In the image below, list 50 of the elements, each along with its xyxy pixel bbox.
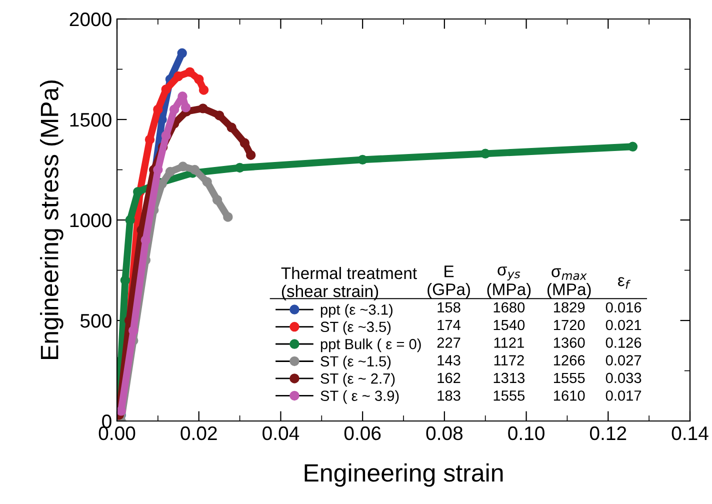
annotation: 183	[438, 390, 460, 401]
annotation: 1610	[554, 390, 585, 401]
y-axis-title: Engineering stress (MPa)	[40, 80, 64, 359]
annotation: 0.126	[606, 338, 642, 348]
annotation: 1121	[494, 338, 524, 348]
y-tick-label: 0	[102, 414, 112, 428]
annotation: E (GPa)	[428, 266, 470, 299]
x-tick-label: 0.14	[672, 426, 708, 440]
annotation: 1313	[494, 372, 525, 384]
annotation: ε$_{f}$	[618, 277, 631, 289]
annotation: 1555	[494, 390, 525, 401]
x-tick-label: 0.08	[426, 426, 463, 440]
annotation: σ$_{ys}$ (MPa)	[487, 266, 531, 299]
annotation: 158	[438, 302, 460, 313]
annotation: 0.017	[606, 390, 642, 401]
annotation: 1360	[554, 338, 585, 348]
y-tick-label: 500	[80, 314, 112, 328]
annotation: 162	[438, 372, 460, 384]
x-tick-label: 0.04	[262, 426, 300, 440]
annotation: 1172	[494, 355, 524, 366]
annotation: 0.033	[606, 372, 642, 384]
x-tick-label: 0.00	[98, 426, 136, 440]
legend-label: ST (ε ~ 2.7)	[320, 373, 395, 387]
x-tick-label: 0.02	[180, 426, 217, 440]
annotation: 1720	[554, 320, 585, 330]
legend-label: ST (ε ~3.5)	[320, 321, 391, 335]
legend-label: ST (ε ~1.5)	[320, 356, 391, 370]
x-tick-label: 0.10	[508, 426, 544, 440]
annotation: 174	[438, 320, 461, 330]
annotation: 0.027	[606, 355, 642, 366]
y-tick-label: 1000	[70, 213, 112, 228]
y-tick-label: 2000	[70, 12, 112, 26]
annotation: 143	[438, 355, 460, 366]
legend-label: ST ( ε ~ 3.9)	[320, 390, 399, 404]
annotation: 1540	[494, 320, 525, 330]
x-tick-label: 0.12	[590, 426, 626, 440]
annotation: 1266	[554, 355, 585, 366]
annotation: 1555	[554, 372, 585, 384]
legend-label: ppt (ε ~3.1)	[320, 304, 392, 318]
annotation: σ$_{max}$ (MPa)	[547, 268, 591, 299]
x-axis-title: Engineering strain	[304, 463, 503, 487]
y-tick-label: 1500	[70, 112, 112, 127]
annotation: 0.016	[606, 302, 642, 313]
annotation: 1680	[494, 302, 525, 313]
legend-title: Thermal treatment (shear strain)	[281, 266, 417, 300]
x-tick-label: 0.06	[344, 426, 381, 440]
annotation: 227	[437, 338, 460, 348]
annotation: 0.021	[606, 320, 642, 330]
annotation: 1829	[554, 302, 585, 313]
legend-label: ppt Bulk ( ε = 0)	[320, 338, 421, 352]
